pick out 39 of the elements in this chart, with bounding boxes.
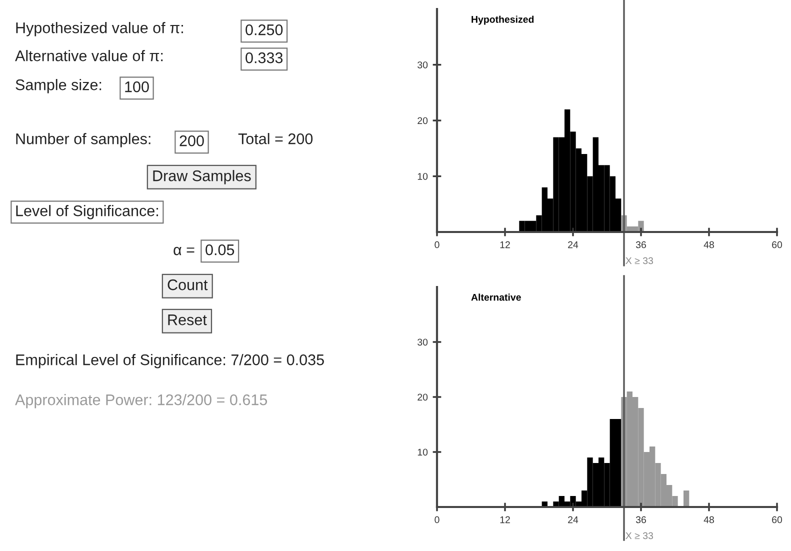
x-tick-label: 48 <box>704 241 714 248</box>
x-tick-label: 36 <box>636 241 646 248</box>
ref-line-label: X ≥ 33 <box>626 257 653 264</box>
x-tick-label: 12 <box>500 516 510 524</box>
text: 0.05 <box>206 244 234 256</box>
text: Empirical Level of Significance: 7/200 = 0.035 <box>16 354 324 368</box>
x-tick-label: 0 <box>434 516 440 524</box>
text: Reset <box>168 314 207 326</box>
text: 0.250 <box>246 24 283 36</box>
text: Hypothesized <box>472 16 534 25</box>
text: Approximate Power: 123/200 = 0.615 <box>15 394 268 408</box>
text: Level of Significance: <box>16 205 158 220</box>
text: Alternative <box>471 294 521 301</box>
text: α = <box>174 246 194 256</box>
y-tick-label: 30 <box>418 338 428 346</box>
text: 200 <box>180 135 204 146</box>
y-tick-label: 30 <box>418 61 428 68</box>
y-tick-label: 10 <box>418 448 428 456</box>
ref-line-label: X ≥ 33 <box>626 532 653 540</box>
text: 0.333 <box>246 52 283 64</box>
text: Total = 200 <box>238 133 313 144</box>
text: Draw Samples <box>153 170 251 184</box>
x-tick-label: 0 <box>434 241 440 248</box>
x-tick-label: 60 <box>772 516 782 524</box>
y-tick-label: 20 <box>418 394 428 401</box>
text: Alternative value of π: <box>15 50 163 62</box>
x-tick-label: 36 <box>636 516 646 524</box>
y-tick-label: 20 <box>418 117 428 124</box>
x-tick-label: 60 <box>772 241 782 248</box>
text: Hypothesized value of π: <box>16 22 183 36</box>
x-tick-label: 12 <box>500 241 510 248</box>
x-tick-label: 24 <box>568 241 578 248</box>
text: Count <box>168 279 208 290</box>
x-tick-label: 24 <box>568 516 578 524</box>
text: Sample size: <box>16 79 102 94</box>
x-tick-label: 48 <box>704 516 714 524</box>
text: 100 <box>125 81 149 92</box>
y-tick-label: 10 <box>418 172 428 180</box>
text: Number of samples: <box>16 133 150 148</box>
